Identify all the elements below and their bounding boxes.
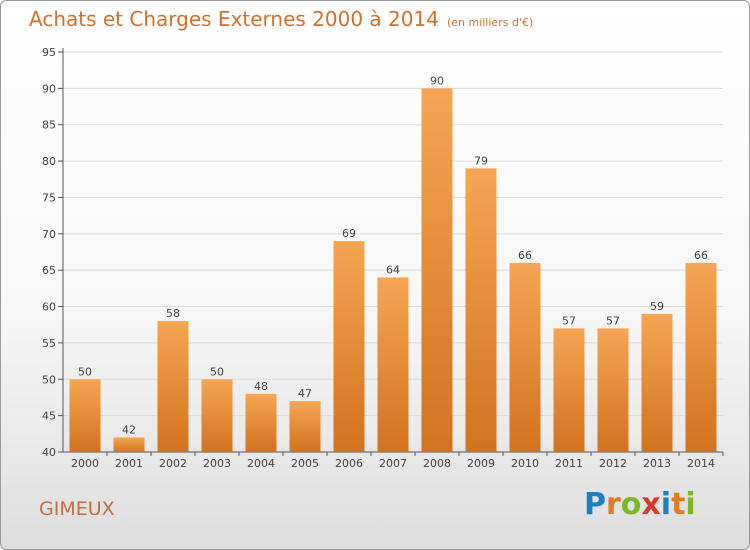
logo-letter: i xyxy=(660,487,672,522)
x-tick-label: 2008 xyxy=(423,457,451,470)
chart-title: Achats et Charges Externes 2000 à 2014 (e… xyxy=(29,7,533,31)
logo-letter: t xyxy=(671,487,686,522)
y-tick-label: 50 xyxy=(42,373,56,386)
y-tick-label: 95 xyxy=(42,46,56,59)
y-tick-label: 45 xyxy=(42,410,56,423)
chart-title-text: Achats et Charges Externes 2000 à 2014 xyxy=(29,7,439,31)
logo-letter: i xyxy=(685,487,696,522)
y-tick-label: 40 xyxy=(42,446,56,459)
bar xyxy=(465,168,497,452)
y-tick-label: 60 xyxy=(42,301,56,314)
y-tick-label: 90 xyxy=(42,82,56,95)
x-tick-label: 2009 xyxy=(467,457,495,470)
bar-value-label: 66 xyxy=(694,249,708,262)
bar-value-label: 59 xyxy=(650,300,664,313)
bar-value-label: 57 xyxy=(562,314,576,327)
logo-letter: o xyxy=(620,487,642,522)
y-tick-label: 85 xyxy=(42,119,56,132)
logo-letter: r xyxy=(606,487,621,522)
logo-letter: x xyxy=(641,487,661,522)
proxiti-logo: Proxiti xyxy=(584,487,696,522)
bar xyxy=(421,88,453,452)
x-tick-label: 2004 xyxy=(247,457,275,470)
logo-letter: P xyxy=(584,487,606,522)
bar xyxy=(245,393,277,452)
y-tick-label: 80 xyxy=(42,155,56,168)
x-tick-label: 2011 xyxy=(555,457,583,470)
bar xyxy=(377,277,409,452)
x-tick-label: 2001 xyxy=(115,457,143,470)
bar-value-label: 50 xyxy=(210,365,224,378)
bar-value-label: 79 xyxy=(474,154,488,167)
y-tick-label: 70 xyxy=(42,228,56,241)
x-tick-label: 2007 xyxy=(379,457,407,470)
bar-value-label: 57 xyxy=(606,314,620,327)
y-tick-label: 65 xyxy=(42,264,56,277)
x-tick-label: 2012 xyxy=(599,457,627,470)
x-tick-label: 2010 xyxy=(511,457,539,470)
bar xyxy=(69,379,101,452)
bar xyxy=(685,262,717,452)
y-tick-label: 55 xyxy=(42,337,56,350)
bar xyxy=(157,321,189,452)
bar-value-label: 66 xyxy=(518,249,532,262)
bar-value-label: 64 xyxy=(386,263,400,276)
bar xyxy=(509,262,541,452)
bar-value-label: 47 xyxy=(298,387,312,400)
x-tick-label: 2000 xyxy=(71,457,99,470)
bar-value-label: 69 xyxy=(342,227,356,240)
x-tick-label: 2002 xyxy=(159,457,187,470)
bar xyxy=(597,328,629,452)
bar-value-label: 90 xyxy=(430,74,444,87)
bar-value-label: 48 xyxy=(254,380,268,393)
x-tick-label: 2014 xyxy=(687,457,715,470)
bar xyxy=(113,437,145,452)
x-tick-label: 2005 xyxy=(291,457,319,470)
bar xyxy=(553,328,585,452)
bar-value-label: 42 xyxy=(122,423,136,436)
bar xyxy=(289,401,321,452)
bar xyxy=(333,241,365,452)
city-name: GIMEUX xyxy=(39,498,115,520)
bar xyxy=(201,379,233,452)
bar xyxy=(641,313,673,452)
x-tick-label: 2006 xyxy=(335,457,363,470)
x-tick-label: 2003 xyxy=(203,457,231,470)
y-tick-label: 75 xyxy=(42,191,56,204)
bar-value-label: 58 xyxy=(166,307,180,320)
x-tick-label: 2013 xyxy=(643,457,671,470)
chart-unit: (en milliers d'€) xyxy=(446,16,534,29)
bar-value-label: 50 xyxy=(78,365,92,378)
